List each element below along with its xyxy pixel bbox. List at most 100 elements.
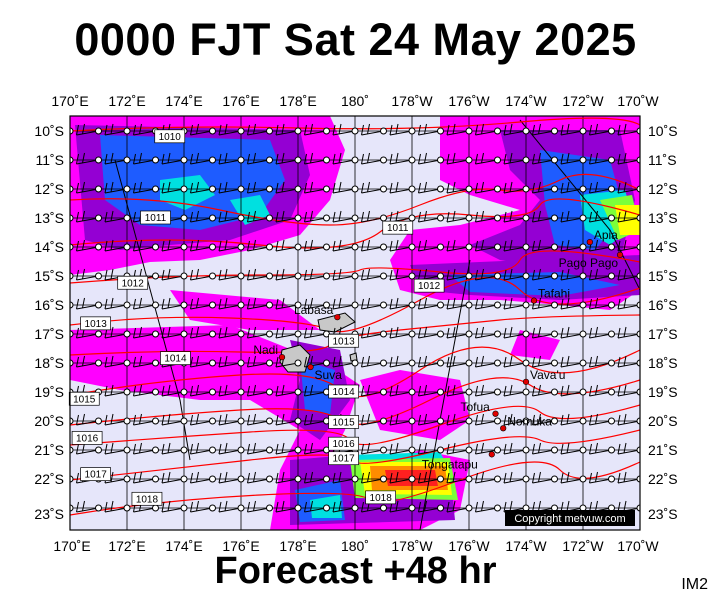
wind-barb [275, 326, 302, 339]
lat-label: 23˚S [34, 506, 64, 522]
wind-barb [161, 297, 188, 310]
isobar-label: 1011 [140, 210, 171, 225]
wind-barb [133, 442, 159, 455]
wind-barb [104, 442, 131, 455]
wind-barb [218, 181, 245, 194]
copyright-text: Copyright metvuw.com [514, 513, 625, 525]
wind-barb [560, 442, 587, 455]
wind-barb [560, 210, 587, 223]
wind-barb [332, 123, 359, 136]
wind-barb [133, 471, 159, 484]
isobar-label: 1013 [80, 316, 112, 331]
wind-barb [617, 152, 640, 165]
isobar-label: 1015 [68, 391, 100, 406]
wind-barb [389, 413, 416, 426]
wind-barb [617, 123, 640, 136]
wind-barb [617, 239, 640, 252]
wind-barb [446, 326, 473, 339]
isobar-label: 1014 [328, 384, 359, 399]
wind-barb [532, 413, 558, 426]
wind-barb [161, 442, 188, 455]
wind-barb [275, 442, 302, 455]
wind-barb [389, 355, 416, 368]
wind-barb [76, 268, 102, 281]
wind-barb [332, 355, 359, 368]
isobar-value: 1011 [145, 213, 167, 224]
wind-barb [275, 210, 302, 223]
wind-barb [617, 384, 640, 397]
wind-barb [361, 355, 387, 368]
wind-barb [218, 239, 245, 252]
wind-barb [275, 471, 302, 484]
place-marker: Tongatapu [422, 451, 495, 471]
isobar-value: 1017 [332, 454, 355, 465]
wind-barb [275, 500, 302, 513]
wind-barb [560, 326, 587, 339]
wind-barb [304, 239, 330, 252]
wind-barb [70, 417, 74, 425]
wind-barb [475, 210, 501, 223]
wind-barb [617, 326, 640, 339]
wind-barb [560, 268, 587, 281]
wind-barb [190, 239, 216, 252]
wind-barb [133, 384, 159, 397]
wind-barb [361, 500, 387, 513]
isobar-label: 1018 [365, 490, 396, 505]
wind-barb [361, 442, 387, 455]
wind-barb [446, 297, 473, 310]
wind-barb [475, 152, 501, 165]
lat-labels-right: 10˚S 11˚S 12˚S 13˚S 14˚S 15˚S 16˚S 17˚S … [648, 123, 678, 522]
wind-barb [418, 297, 444, 310]
lon-label: 174˚E [165, 93, 202, 109]
wind-barb [418, 152, 444, 165]
wind-barb [76, 355, 102, 368]
place-marker: Tofua [461, 400, 499, 417]
lat-label: 10˚S [34, 123, 64, 139]
wind-barb [446, 500, 473, 513]
wind-barb [532, 326, 558, 339]
wind-barb [617, 442, 640, 455]
wind-barb [76, 239, 102, 252]
copyright-box: Copyright metvuw.com [505, 510, 635, 526]
wind-barb [418, 239, 444, 252]
wind-barb [560, 413, 587, 426]
wind-barb [218, 384, 245, 397]
wind-barb [161, 413, 188, 426]
wind-barb [70, 156, 74, 164]
wind-barb [304, 152, 330, 165]
wind-barb [361, 471, 387, 484]
wind-barb [104, 239, 131, 252]
wind-barb [446, 355, 473, 368]
wind-barb [247, 152, 273, 165]
wind-barb [589, 123, 615, 136]
wind-barb [332, 239, 359, 252]
wind-barb [389, 326, 416, 339]
wind-barb [70, 475, 74, 483]
isobar-label: 1015 [328, 415, 359, 429]
place-name: Vava'u [530, 368, 565, 382]
wind-barb [247, 123, 273, 136]
wind-barb [475, 297, 501, 310]
wind-barb [589, 442, 615, 455]
wind-barb [475, 471, 501, 484]
wind-barb [532, 268, 558, 281]
wind-barb [332, 152, 359, 165]
image-tag: IM2 [681, 576, 708, 593]
wind-barb [104, 123, 131, 136]
wind-barb [389, 500, 416, 513]
wind-barb [304, 268, 330, 281]
wind-barb [503, 181, 530, 194]
wind-barb [589, 471, 615, 484]
wind-barb [418, 471, 444, 484]
wind-barb [190, 355, 216, 368]
wind-barb [76, 123, 102, 136]
lon-label: 172˚W [562, 93, 604, 109]
wind-barb [218, 123, 245, 136]
place-name: Labasa [294, 303, 334, 317]
wind-barb [161, 239, 188, 252]
wind-barb [446, 442, 473, 455]
wind-barb [418, 413, 444, 426]
wind-barb [218, 442, 245, 455]
wind-barb [589, 413, 615, 426]
wind-barb [617, 268, 640, 281]
